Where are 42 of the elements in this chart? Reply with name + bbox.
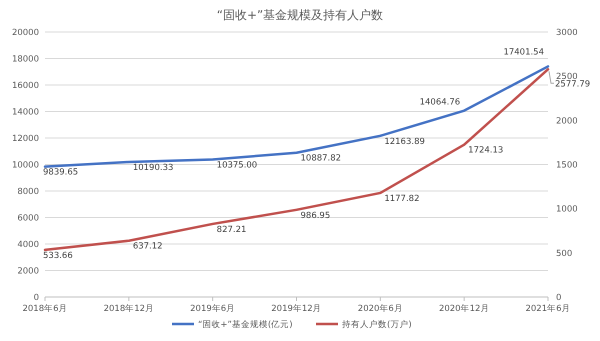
x-tick-label: 2021年6月 <box>525 303 571 314</box>
data-label: 827.21 <box>216 224 246 235</box>
y-tick-label: 4000 <box>17 240 39 250</box>
x-tick-label: 2020年12月 <box>438 303 490 314</box>
x-tick-label: 2019年12月 <box>271 303 322 314</box>
data-label: 637.12 <box>132 242 163 252</box>
line-series <box>44 68 550 252</box>
y-tick-label: 20000 <box>12 28 39 38</box>
legend-label: “固收+”基金规模(亿元) <box>198 319 293 330</box>
data-label: 1724.13 <box>468 146 504 156</box>
data-label: 986.95 <box>300 210 330 221</box>
chart-title: “固收+”基金规模及持有人户数 <box>216 8 384 22</box>
x-tick-label: 2018年6月 <box>22 303 68 314</box>
y-tick-label: 12000 <box>12 134 39 144</box>
y-tick-label: 14000 <box>12 108 39 118</box>
y-tick-label: 6000 <box>17 214 39 224</box>
x-tick-label: 2020年6月 <box>358 303 403 314</box>
y-tick-label: 8000 <box>17 187 39 197</box>
y-tick-label: 18000 <box>12 54 39 64</box>
y-tick-label: 10000 <box>12 160 39 170</box>
data-label: 10190.33 <box>132 162 174 173</box>
data-label: 533.66 <box>43 250 73 261</box>
data-label: 1177.82 <box>384 194 420 204</box>
x-tick-label: 2019年6月 <box>190 303 236 314</box>
data-label: 10887.82 <box>300 154 342 164</box>
data-label: 12163.89 <box>384 136 425 147</box>
y2-tick-label: 0 <box>556 293 562 303</box>
y2-tick-label: 3000 <box>556 28 578 38</box>
y2-tick-label: 2000 <box>556 116 578 126</box>
data-label: 17401.54 <box>503 47 544 58</box>
data-label: 10375.00 <box>216 160 258 171</box>
data-label: 9839.65 <box>43 168 78 178</box>
legend-label: 持有人户数(万户) <box>342 319 412 330</box>
y2-tick-label: 500 <box>556 248 572 259</box>
y2-tick-label: 1000 <box>556 204 578 215</box>
y2-tick-label: 1500 <box>556 160 578 170</box>
y-tick-label: 2000 <box>17 266 39 276</box>
x-tick-label: 2018年12月 <box>104 303 154 314</box>
data-label: 14064.76 <box>420 98 460 108</box>
y-tick-label: 0 <box>34 293 39 303</box>
data-label: 2577.79 <box>555 79 590 90</box>
y-tick-label: 16000 <box>12 81 39 91</box>
